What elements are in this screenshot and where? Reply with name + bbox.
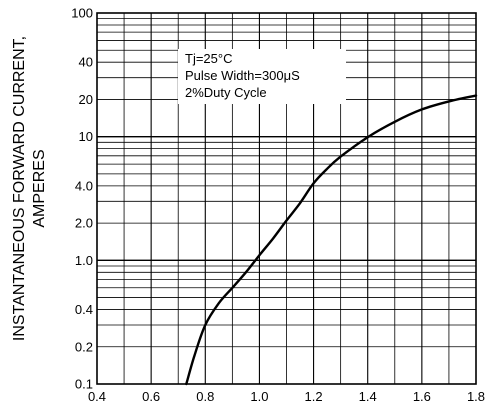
x-tick-label: 0.6 xyxy=(142,389,160,404)
y-axis-title-line-2: AMPERES xyxy=(31,149,48,227)
x-tick-label: 1.4 xyxy=(359,389,377,404)
y-tick-label: 100 xyxy=(71,6,93,21)
y-axis-title-line-1: INSTANTANEOUS FORWARD CURRENT, xyxy=(11,36,28,341)
y-tick-label: 40 xyxy=(79,55,93,70)
y-tick-label: 1.0 xyxy=(75,253,93,268)
series-layer xyxy=(185,94,478,386)
x-tick-label: 1.8 xyxy=(467,389,485,404)
x-tick-labels: 0.4 0.6 0.8 1.0 1.2 1.4 1.6 1.8 xyxy=(88,389,485,404)
y-tick-label: 4.0 xyxy=(75,178,93,193)
y-tick-label: 0.4 xyxy=(75,302,93,317)
legend-line-duty-cycle: 2%Duty Cycle xyxy=(185,85,267,100)
forward-current-curve xyxy=(185,94,478,386)
plot-frame xyxy=(96,12,477,385)
y-tick-label: 0.2 xyxy=(75,339,93,354)
y-tick-labels: 0.1 0.2 0.4 1.0 2.0 4.0 10 20 40 100 xyxy=(71,6,93,392)
legend-background xyxy=(178,49,346,104)
x-tick-label: 0.4 xyxy=(88,389,106,404)
legend-line-pulse-width: Pulse Width=300μS xyxy=(185,68,300,83)
legend: Tj=25°C Pulse Width=300μS 2%Duty Cycle xyxy=(178,49,346,104)
x-tick-label: 1.2 xyxy=(305,389,323,404)
y-tick-label: 0.1 xyxy=(75,377,93,392)
y-tick-label: 10 xyxy=(79,129,93,144)
legend-line-temperature: Tj=25°C xyxy=(185,51,232,66)
y-tick-label: 2.0 xyxy=(75,216,93,231)
x-tick-label: 1.0 xyxy=(250,389,268,404)
x-tick-label: 1.6 xyxy=(413,389,431,404)
y-tick-label: 20 xyxy=(79,92,93,107)
x-tick-label: 0.8 xyxy=(196,389,214,404)
